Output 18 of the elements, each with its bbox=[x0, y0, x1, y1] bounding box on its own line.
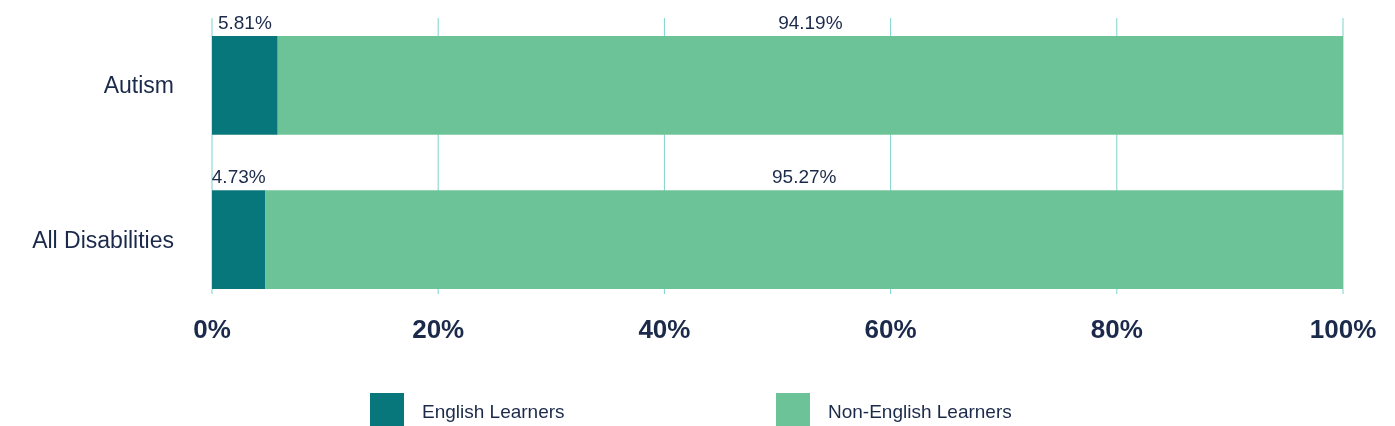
x-tick-label: 100% bbox=[1309, 314, 1377, 344]
bar bbox=[265, 190, 1343, 289]
legend-label: Non-English Learners bbox=[828, 401, 1012, 422]
bar bbox=[212, 190, 266, 289]
bar bbox=[277, 36, 1343, 135]
data-label: 94.19% bbox=[778, 12, 843, 33]
bar bbox=[212, 36, 278, 135]
x-tick-label: 40% bbox=[638, 314, 691, 344]
x-tick-label: 80% bbox=[1090, 314, 1143, 344]
data-label: 5.81% bbox=[217, 12, 272, 33]
data-label: 95.27% bbox=[772, 166, 837, 188]
legend-label: English Learners bbox=[422, 401, 565, 422]
y-tick-label: Autism bbox=[103, 72, 174, 99]
x-tick-label: 60% bbox=[864, 314, 917, 344]
data-label: 4.73% bbox=[211, 166, 266, 188]
y-tick-label: All Disabilities bbox=[32, 226, 174, 253]
x-tick-label: 20% bbox=[412, 314, 465, 344]
x-tick-label: 0% bbox=[193, 314, 231, 344]
